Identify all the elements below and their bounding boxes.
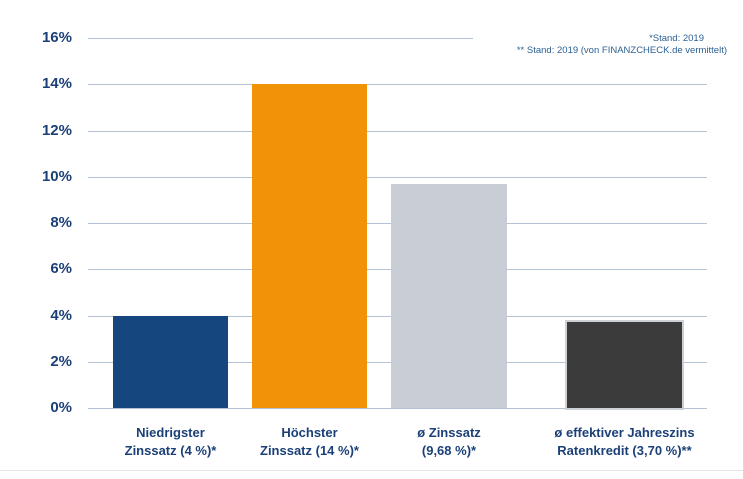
x-axis-label-2-line-2: Zinssatz (14 %)* <box>260 443 359 458</box>
x-axis-label-1-line-1: Niedrigster <box>136 425 205 440</box>
x-axis-label-3-line-1: ø Zinssatz <box>417 425 481 440</box>
x-axis-label-3-line-2: (9,68 %)* <box>421 443 477 458</box>
gridline-12pct <box>88 130 707 132</box>
annotation-stand-2019: *Stand: 2019 <box>649 33 704 44</box>
x-axis-label-4-line-1: ø effektiver Jahreszins <box>554 425 695 440</box>
gridline-10pct <box>88 176 707 178</box>
y-axis-tick-10pct: 10% <box>41 167 72 185</box>
y-axis-tick-6pct: 6% <box>50 260 72 278</box>
x-axis-label-1-line-2: Zinssatz (4 %)* <box>124 443 217 458</box>
x-axis-label-2-line-1: Höchster <box>281 425 338 440</box>
y-axis-tick-4pct: 4% <box>50 306 72 324</box>
gridline-14pct <box>88 84 707 86</box>
y-axis-tick-16pct: 16% <box>41 29 72 46</box>
y-axis-tick-2pct: 2% <box>50 352 72 370</box>
x-axis-label-4: ø effektiver Jahreszins Ratenkredit (3,70… <box>510 424 740 460</box>
y-axis-tick-0pct: 0% <box>50 399 72 416</box>
x-axis-label-2: Höchster Zinssatz (14 %)* <box>225 424 395 460</box>
bar-2 <box>252 84 367 408</box>
x-axis-label-3: ø Zinssatz (9,68 %)* <box>359 424 539 460</box>
bar-1 <box>113 315 228 408</box>
bar-4 <box>567 322 682 408</box>
x-axis-label-4-line-2: Ratenkredit (3,70 %)** <box>557 443 692 458</box>
bottom-divider <box>0 470 743 471</box>
y-axis-tick-8pct: 8% <box>50 214 72 231</box>
x-axis-label-1: Niedrigster Zinssatz (4 %)* <box>86 424 256 460</box>
y-axis-tick-12pct: 12% <box>41 121 72 139</box>
y-axis-tick-14pct: 14% <box>41 75 72 93</box>
gridline-0pct <box>88 408 707 409</box>
annotation-stand-2019-finanzcheck: ** Stand: 2019 (von FINANZCHECK.de vermi… <box>516 45 727 56</box>
gridline-16pct <box>88 38 473 39</box>
bar-3 <box>391 184 507 408</box>
